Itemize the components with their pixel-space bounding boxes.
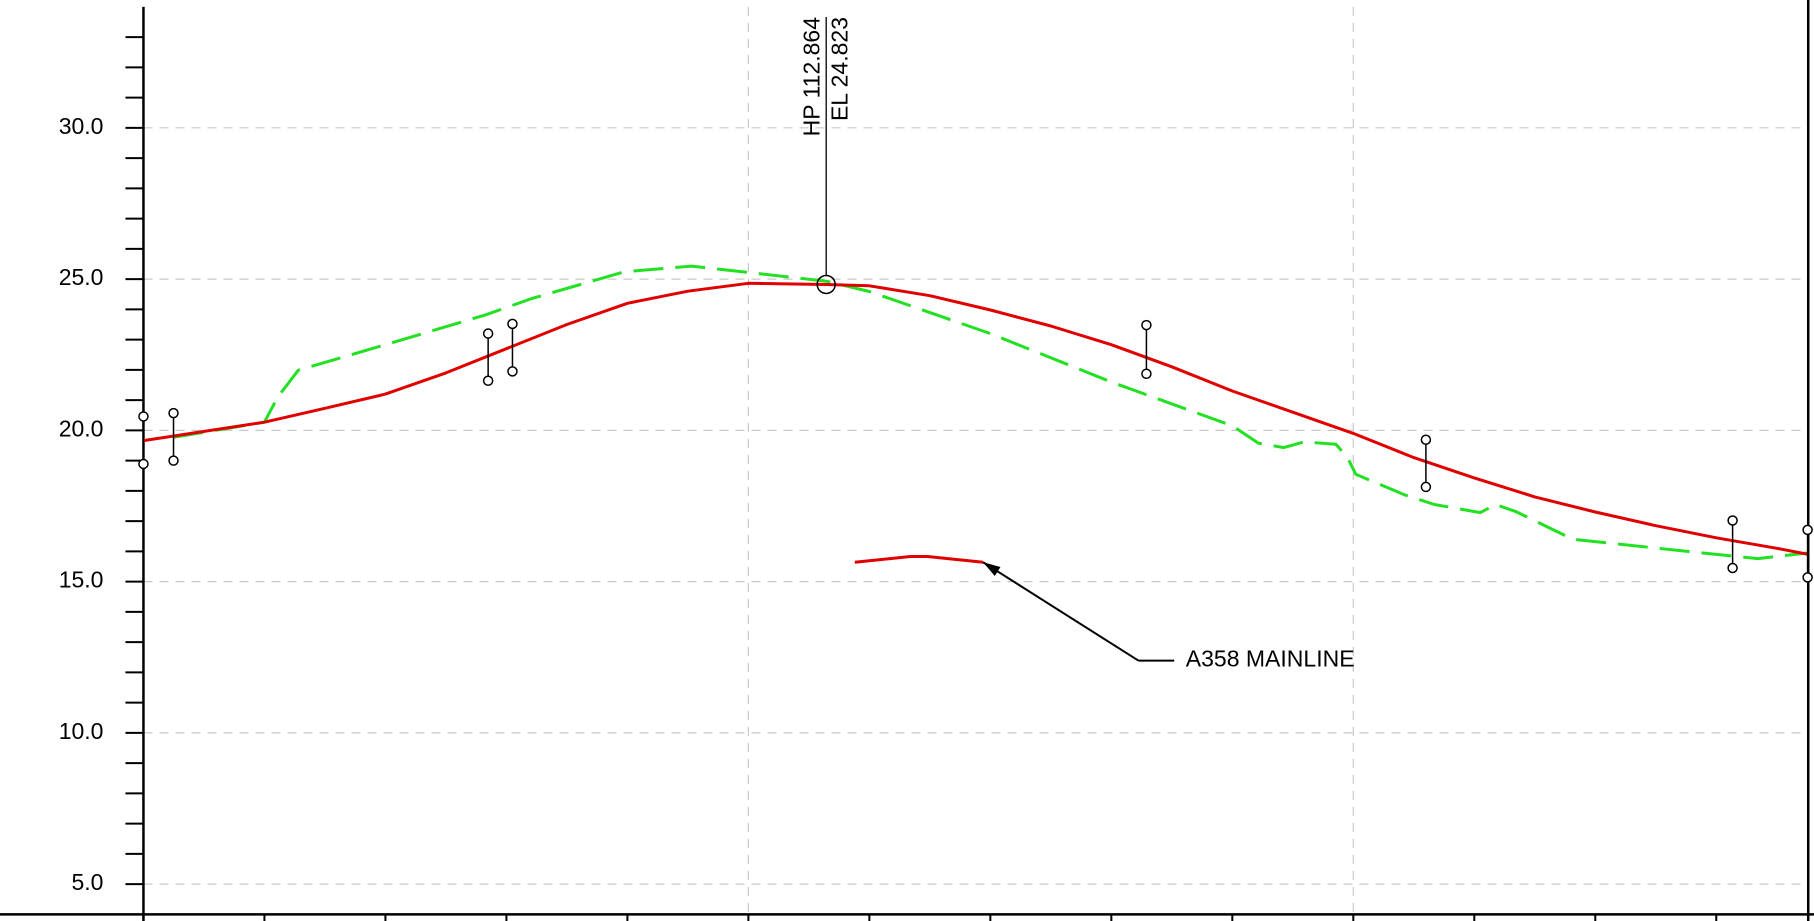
marker-bottom [482, 375, 494, 386]
marker-bottom [168, 455, 179, 466]
marker-top [1420, 434, 1432, 445]
hp-station-label: HP 112.864 [798, 17, 824, 137]
y-tick-label: 25.0 [59, 264, 104, 290]
annotation-leader [982, 561, 1139, 662]
marker-top [507, 318, 518, 330]
marker-bottom [507, 366, 518, 377]
high-point [816, 274, 836, 295]
marker-top [1727, 515, 1738, 526]
marker-top [168, 407, 179, 419]
annotation-arrowhead [983, 562, 1001, 576]
profile-line [143, 281, 1809, 556]
profile-line [854, 555, 984, 564]
hp-elevation-label: EL 24.823 [826, 17, 852, 121]
y-tick-label: 20.0 [59, 415, 104, 441]
y-tick-label: 30.0 [59, 113, 104, 139]
marker-bottom [1420, 481, 1432, 493]
marker-bottom [1802, 572, 1813, 583]
marker-top [1141, 319, 1152, 331]
y-tick-label: 5.0 [71, 869, 103, 895]
marker-top [1802, 524, 1813, 536]
y-tick-label: 10.0 [59, 718, 104, 744]
marker-bottom [1141, 368, 1152, 380]
y-tick-label: 15.0 [59, 567, 104, 593]
annotation-label: A358 MAINLINE [1186, 646, 1355, 672]
marker-top [138, 411, 149, 422]
profile-line [173, 264, 1809, 561]
marker-top [482, 328, 494, 339]
marker-bottom [138, 458, 149, 470]
marker-bottom [1727, 562, 1738, 574]
